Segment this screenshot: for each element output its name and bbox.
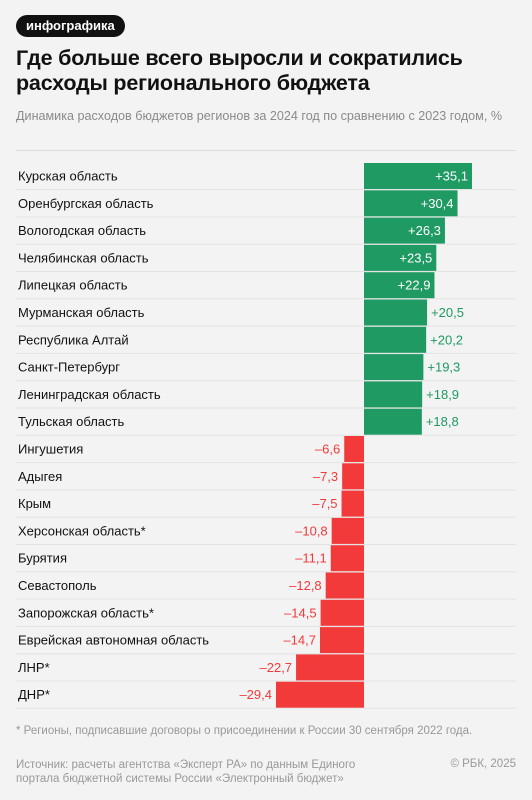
footnote: * Регионы, подписавшие договоры о присое… <box>16 725 473 737</box>
bar <box>331 517 364 544</box>
category-label: Челябинская область <box>18 250 149 265</box>
value-label: –14,7 <box>283 633 316 648</box>
value-label: +23,5 <box>399 250 432 265</box>
value-label: +19,3 <box>427 360 460 375</box>
source-note: Источник: расчеты агентства «Эксперт РА»… <box>16 759 356 785</box>
value-label: –11,1 <box>295 551 327 566</box>
bar <box>325 572 364 599</box>
category-label: Ингушетия <box>18 442 83 457</box>
bar-chart: Курская область +35,1 Оренбургская область… <box>16 163 516 709</box>
value-label: –29,4 <box>239 687 272 702</box>
category-label: Мурманская область <box>18 305 145 320</box>
copyright: © РБК, 2025 <box>450 758 516 770</box>
value-label: +26,3 <box>408 223 441 238</box>
category-label: ЛНР* <box>18 660 50 675</box>
value-label: +35,1 <box>435 169 468 184</box>
bar <box>320 599 364 626</box>
value-label: –7,5 <box>312 496 337 511</box>
category-label: Еврейская автономная область <box>18 633 209 648</box>
category-label: Запорожская область* <box>18 605 154 620</box>
bar <box>296 654 364 681</box>
bar <box>364 381 423 408</box>
value-label: +30,4 <box>421 196 454 211</box>
bar <box>364 217 445 244</box>
value-label: +22,9 <box>398 278 431 293</box>
category-label: Севастополь <box>18 578 97 593</box>
category-label: ДНР* <box>18 687 50 702</box>
bar <box>276 681 364 708</box>
category-label: Адыгея <box>18 469 62 484</box>
category-label: Республика Алтай <box>18 332 129 347</box>
category-label: Тульская область <box>18 414 124 429</box>
infographic-badge: инфографика <box>16 15 125 37</box>
category-label: Курская область <box>18 169 118 184</box>
bar <box>364 272 435 299</box>
bar <box>330 545 364 572</box>
category-label: Крым <box>18 496 51 511</box>
value-label: –12,8 <box>289 578 322 593</box>
value-label: +20,2 <box>430 332 463 347</box>
value-label: –6,6 <box>315 442 340 457</box>
bar <box>364 408 422 435</box>
category-label: Липецкая область <box>18 278 128 293</box>
chart-subtitle: Динамика расходов бюджетов регионов за 2… <box>16 109 503 123</box>
chart-title: Где больше всего выросли и сократились р… <box>16 46 463 95</box>
value-label: –7,3 <box>313 469 338 484</box>
value-label: –22,7 <box>260 660 293 675</box>
category-label: Ленинградская область <box>18 387 161 402</box>
bar <box>344 436 364 462</box>
bar <box>364 163 472 189</box>
value-label: +20,5 <box>431 305 464 320</box>
category-label: Санкт-Петербург <box>18 360 120 375</box>
bar <box>364 299 428 326</box>
bar <box>364 244 437 271</box>
bar <box>364 326 427 353</box>
value-label: –14,5 <box>284 605 317 620</box>
category-label: Оренбургская область <box>18 196 154 211</box>
category-label: Бурятия <box>18 551 67 566</box>
bar <box>341 490 364 517</box>
value-label: +18,8 <box>426 414 459 429</box>
divider <box>16 150 516 151</box>
bar <box>364 354 424 381</box>
bar <box>320 627 364 654</box>
value-label: –10,8 <box>295 523 328 538</box>
category-label: Вологодская область <box>18 223 146 238</box>
category-label: Херсонская область* <box>18 523 146 538</box>
bar <box>364 190 458 217</box>
bar <box>342 463 364 490</box>
value-label: +18,9 <box>426 387 459 402</box>
